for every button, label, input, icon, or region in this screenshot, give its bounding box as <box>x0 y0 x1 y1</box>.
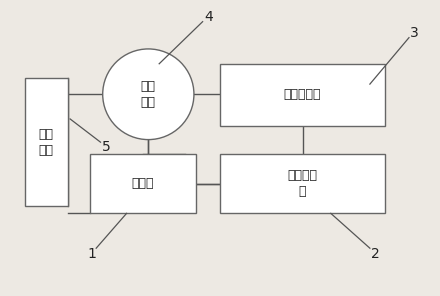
FancyBboxPatch shape <box>90 154 196 213</box>
Text: 5: 5 <box>102 139 110 154</box>
Text: 3: 3 <box>410 26 419 40</box>
FancyBboxPatch shape <box>25 78 68 206</box>
Text: 激光发射
器: 激光发射 器 <box>288 169 318 198</box>
Text: 延时
光纤: 延时 光纤 <box>141 80 156 109</box>
Text: 1: 1 <box>88 247 96 261</box>
Text: 4: 4 <box>204 10 213 24</box>
Ellipse shape <box>103 49 194 140</box>
FancyBboxPatch shape <box>220 154 385 213</box>
Text: 激光
引信: 激光 引信 <box>39 128 54 157</box>
Text: 控制器: 控制器 <box>132 177 154 190</box>
Text: 2: 2 <box>371 247 380 261</box>
FancyBboxPatch shape <box>220 64 385 126</box>
Text: 能量衰减器: 能量衰减器 <box>284 89 321 102</box>
